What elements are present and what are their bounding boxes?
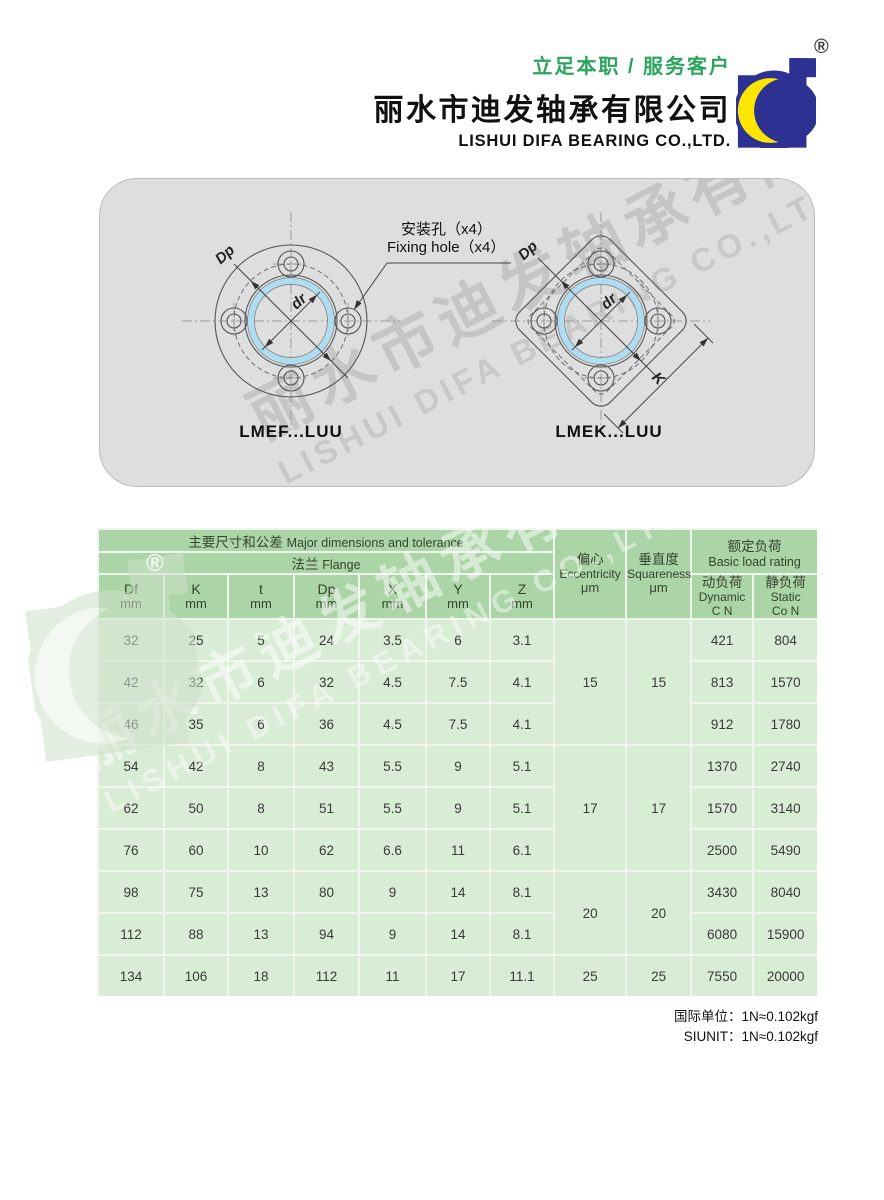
eccentricity-group: 17 xyxy=(553,744,628,872)
left-drawing-caption: LMEF...LUU xyxy=(239,422,343,441)
table-row: 76 60 10 62 6.6 11 6.1 2500 5490 xyxy=(97,828,817,872)
unit-note-en: SIUNIT：1N≈0.102kgf xyxy=(683,1029,818,1044)
square-flange-drawing: Dp dr K xyxy=(492,212,714,434)
col-t: t mm xyxy=(227,573,295,620)
header-major-dimensions: 主要尺寸和公差 Major dimensions and tolerance xyxy=(97,528,556,553)
eccentricity-group: 20 xyxy=(553,870,628,956)
col-dynamic: 动负荷 Dynamic C N xyxy=(690,573,755,620)
major-dims-cn: 主要尺寸和公差 xyxy=(188,534,283,550)
company-name-cn: 丽水市迪发轴承有限公司 xyxy=(373,94,731,127)
annotation-en: Fixing hole（x4） xyxy=(387,239,506,256)
table-row: 134 106 18 112 11 17 11.1 25 25 7550 20000 xyxy=(97,954,817,996)
unit-notes: 国际单位：1N≈0.102kgf SIUNIT：1N≈0.102kgf xyxy=(674,1007,818,1047)
table-row: 54 42 8 43 5.5 9 5.1 17 17 1370 2740 xyxy=(97,744,817,872)
bolt-holes xyxy=(530,250,672,392)
table-row: 112 88 13 94 9 14 8.1 6080 15900 xyxy=(97,912,817,956)
dimension-table: 主要尺寸和公差 Major dimensions and tolerance 偏… xyxy=(97,528,817,996)
page-header: 立足本职 / 服务客户 丽水市迪发轴承有限公司 LISHUI DIFA BEAR… xyxy=(374,50,732,151)
unit-note-cn: 国际单位：1N≈0.102kgf xyxy=(674,1009,818,1024)
eccentricity-group: 15 xyxy=(553,618,628,746)
col-df: Df mm xyxy=(97,573,165,620)
col-static: 静负荷 Static Co N xyxy=(752,573,817,620)
registered-trademark-icon: ® xyxy=(814,36,829,58)
bolt-holes xyxy=(220,250,362,392)
squareness-group: 15 xyxy=(625,618,693,746)
eccentricity-group: 25 xyxy=(553,954,628,996)
major-dims-en: Major dimensions and tolerance xyxy=(286,535,464,550)
col-dp: Dp mm xyxy=(293,573,360,620)
diagram-panel: 丽水市迪发轴承有限公司 LISHUI DIFA BEARING CO.,LTD. xyxy=(99,178,815,487)
table-row: 46 35 6 36 4.5 7.5 4.1 912 1780 xyxy=(97,702,817,746)
squareness-group: 17 xyxy=(625,744,693,872)
df-logo-icon xyxy=(734,54,819,151)
table-row: 32 25 5 24 3.5 6 3.1 15 15 421 804 xyxy=(97,618,817,746)
squareness-group: 25 xyxy=(625,954,693,996)
header-flange: 法兰 Flange xyxy=(97,551,556,575)
company-name-en: LISHUI DIFA BEARING CO.,LTD. xyxy=(458,132,731,150)
company-slogan: 立足本职 / 服务客户 xyxy=(532,56,731,78)
header-load-rating: 额定负荷 Basic load rating xyxy=(690,528,817,575)
dp-label: Dp xyxy=(212,242,238,268)
round-flange-drawing: Dp dr xyxy=(182,212,400,430)
squareness-group: 20 xyxy=(625,870,693,956)
header-squareness: 垂直度 Squareness μm xyxy=(625,528,693,620)
right-drawing-caption: LMEK...LUU xyxy=(555,422,663,441)
table-row: 98 75 13 80 9 14 8.1 20 20 3430 8040 xyxy=(97,870,817,956)
annotation-cn: 安装孔（x4） xyxy=(401,221,492,238)
header-eccentricity: 偏心 Eccentricity μm xyxy=(553,528,628,620)
annotation-leader-line xyxy=(354,262,511,310)
spec-table-zone: 主要尺寸和公差 Major dimensions and tolerance 偏… xyxy=(97,528,817,996)
table-row: 62 50 8 51 5.5 9 5.1 1570 3140 xyxy=(97,786,817,830)
table-row: 42 32 6 32 4.5 7.5 4.1 813 1570 xyxy=(97,660,817,704)
fixing-hole-annotation: 安装孔（x4） Fixing hole（x4） xyxy=(387,221,505,257)
